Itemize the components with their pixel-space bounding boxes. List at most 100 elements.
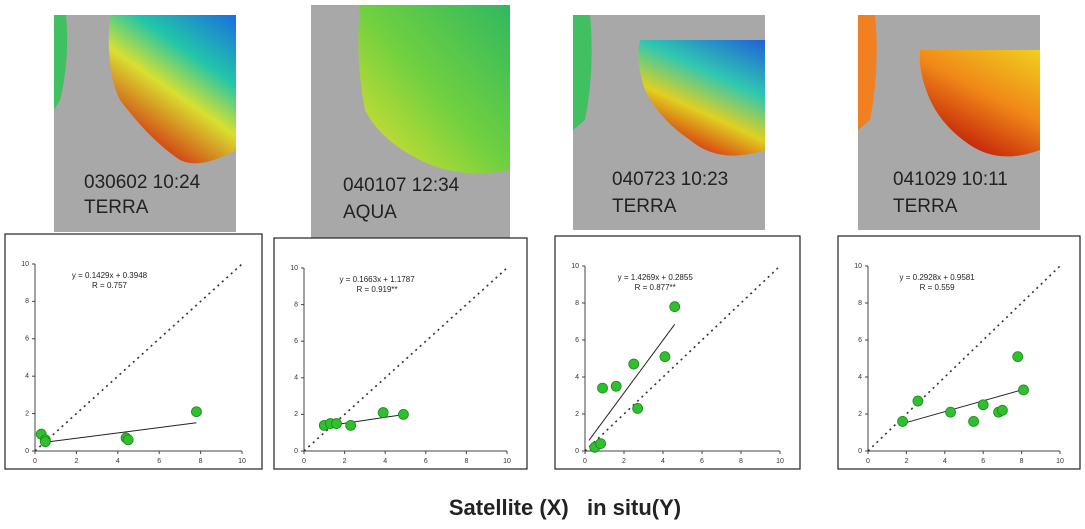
image-satellite: TERRA [84,197,149,218]
image-date: 040723 10:23 [612,169,728,190]
point [597,382,608,394]
point [997,404,1008,416]
identity-line [34,263,243,452]
y-tick-label: 2 [25,410,29,417]
x-tick-label: 0 [583,458,587,465]
y-tick-label: 10 [290,265,298,272]
x-tick-label: 4 [383,458,387,465]
y-tick-label: 6 [575,337,579,344]
annotation: y = 1.4269x + 0.2855 [618,273,694,282]
x-tick-label: 10 [1056,458,1064,465]
y-tick-label: 8 [575,300,579,307]
x-tick-label: 2 [622,458,626,465]
point [912,395,924,407]
fit-line [904,388,1024,424]
satellite-image: 041029 10:11 TERRA [858,15,1040,230]
x-tick-label: 8 [739,458,743,465]
image-date: 041029 10:11 [893,169,1008,190]
y-tick-label: 6 [25,336,29,343]
x-tick-label: 4 [943,458,947,465]
x-tick-label: 4 [661,458,665,465]
annotation: R = 0.757 [92,281,127,290]
point [595,438,606,450]
x-tick-label: 0 [33,458,37,465]
point [977,399,989,411]
chart-frame [837,235,1081,470]
point [632,403,644,414]
annotation: y = 0.1429x + 0.3948 [72,271,148,280]
image-satellite: TERRA [612,196,677,217]
point [398,408,409,420]
y-tick-label: 4 [858,374,862,381]
point [39,436,51,448]
y-tick-label: 0 [294,448,298,455]
y-tick-label: 10 [21,261,29,268]
y-tick-label: 0 [575,448,579,455]
x-tick-label: 6 [157,458,161,465]
annotation: y = 0.2928x + 0.9581 [900,273,976,282]
fit-line [41,422,197,444]
identity-line [584,265,781,452]
chart-frame [273,237,528,470]
satellite-image: 030602 10:24 TERRA [54,15,236,232]
x-tick-label: 2 [74,458,78,465]
image-satellite: AQUA [343,202,397,223]
point [897,415,908,427]
annotation: R = 0.559 [920,283,955,292]
y-tick-label: 0 [25,448,29,455]
annotation: R = 0.919** [357,285,398,294]
x-tick-label: 2 [904,458,908,465]
y-tick-label: 8 [858,300,862,307]
x-tick-label: 8 [1020,458,1024,465]
point [1012,351,1024,363]
point [1018,384,1029,396]
y-tick-label: 6 [294,338,298,345]
point [377,407,389,418]
fit-line [588,323,676,441]
image-date: 040107 12:34 [343,175,460,196]
satellite-image: 040107 12:34 AQUA [311,5,510,240]
identity-line [867,265,1061,452]
x-tick-label: 6 [700,458,704,465]
point [659,351,671,363]
point [345,419,357,431]
satellite-image: 040723 10:23 TERRA [573,15,765,230]
y-tick-label: 2 [575,411,579,418]
image-satellite: TERRA [893,196,958,217]
chart-frame [554,235,801,470]
y-tick-label: 2 [858,411,862,418]
x-tick-label: 6 [981,458,985,465]
x-tick-label: 8 [199,458,203,465]
figure-caption: Satellite (X) in situ(Y) [449,495,681,520]
x-tick-label: 6 [424,458,428,465]
y-tick-label: 4 [294,375,298,382]
point [628,358,640,370]
x-tick-label: 0 [302,458,306,465]
y-tick-label: 10 [854,263,862,270]
annotation: R = 0.877** [635,283,676,292]
x-tick-label: 0 [866,458,870,465]
y-tick-label: 8 [25,298,29,305]
x-tick-label: 4 [116,458,120,465]
y-tick-label: 10 [571,263,579,270]
y-tick-label: 4 [575,374,579,381]
point [669,301,681,313]
point [122,434,134,446]
x-tick-label: 10 [238,458,246,465]
x-tick-label: 10 [503,458,511,465]
point [191,406,202,418]
y-tick-label: 2 [294,411,298,418]
x-tick-label: 8 [464,458,468,465]
point [945,406,956,418]
chart-frame [4,233,263,470]
x-tick-label: 10 [776,458,784,465]
y-tick-label: 0 [858,448,862,455]
x-tick-label: 2 [343,458,347,465]
point [331,418,342,429]
